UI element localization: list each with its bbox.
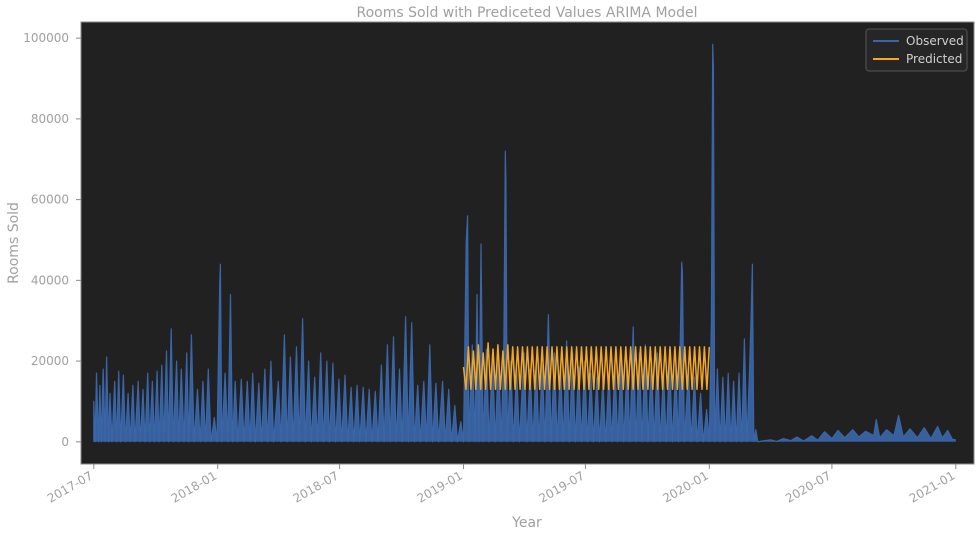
legend-observed-label: Observed [906,34,964,48]
predicted-line [462,342,711,391]
legend: Observed Predicted [865,28,968,72]
x-axis-ticks: 2017-07 2018-01 2018-07 2019-01 2019-07 2020-… [45,464,957,506]
legend-predicted-label: Predicted [906,52,962,66]
observed-series [93,43,956,443]
y-tick-label: 60000 [31,193,69,207]
y-axis-ticks: 0 20000 40000 60000 80000 100000 [23,31,81,449]
legend-box [865,28,968,72]
observed-line [93,43,956,443]
x-axis-label: Year [511,515,542,531]
x-tick-label: 2021-01 [907,468,957,505]
x-tick-label: 2018-07 [291,468,341,505]
y-axis-label: Rooms Sold [6,202,22,284]
y-tick-label: 0 [61,435,69,449]
x-tick-label: 2020-01 [660,468,710,505]
predicted-series [462,342,711,391]
y-tick-label: 80000 [31,112,69,126]
x-tick-label: 2018-01 [169,468,219,505]
x-tick-label: 2020-07 [783,468,833,505]
plot-background [80,21,975,465]
chart-title: Rooms Sold with Prediceted Values ARIMA … [357,5,698,21]
y-tick-label: 40000 [31,273,69,287]
y-tick-label: 100000 [23,31,69,45]
x-tick-label: 2017-07 [45,468,95,505]
x-tick-label: 2019-07 [536,468,586,505]
x-tick-label: 2019-01 [415,468,465,505]
y-tick-label: 20000 [31,354,69,368]
